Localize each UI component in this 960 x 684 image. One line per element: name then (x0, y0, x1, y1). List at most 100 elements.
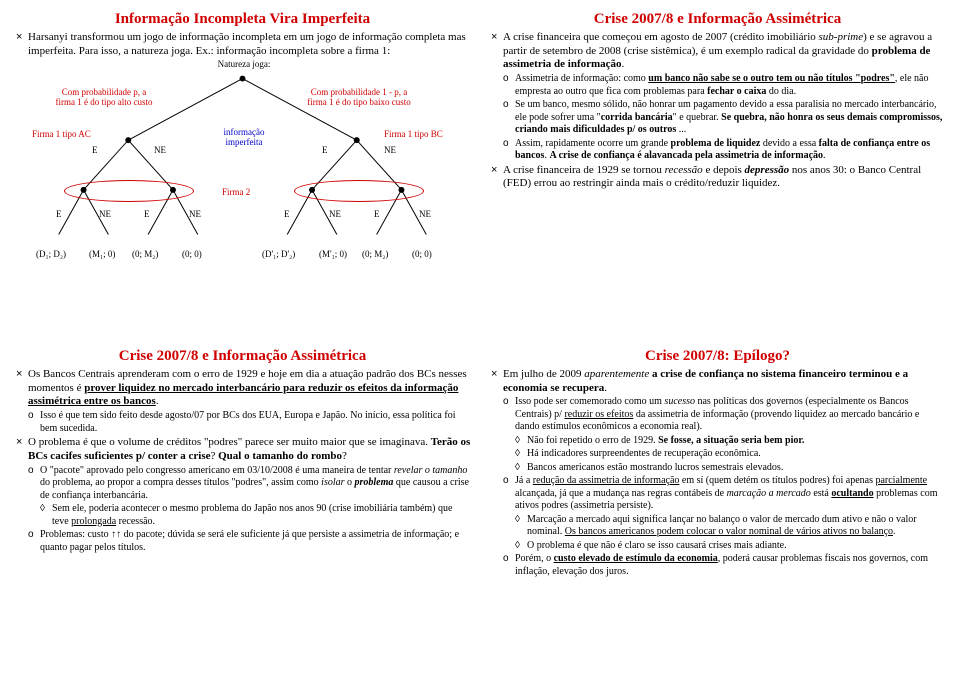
s2-o3c: devido a essa (760, 138, 818, 149)
l3-ne2: NE (189, 210, 201, 220)
s3-o2: O "pacote" aprovado pelo congresso ameri… (14, 465, 471, 503)
l3-e4: E (374, 210, 380, 220)
s4-d4c: . (893, 526, 896, 537)
s4-d4: Marcação a mercado aqui significa lançar… (489, 514, 946, 539)
s4-d3t: Bancos americanos estão mostrando lucros… (527, 462, 783, 473)
slide1-b1: Harsanyi transformou um jogo de informaç… (14, 31, 471, 59)
slide4-title: Crise 2007/8: Epílogo? (489, 347, 946, 366)
s3-o1: Isso é que tem sido feito desde agosto/0… (14, 410, 471, 435)
s4-o2a: Já a (515, 475, 533, 486)
slide1-b1-text: Harsanyi transformou um jogo de informaç… (28, 31, 466, 57)
s4-o1a: Isso pode ser comemorado como um (515, 396, 664, 407)
slide-3: Crise 2007/8 e Informação Assimétrica Os… (8, 345, 477, 676)
s4-o3a: Porém, o (515, 553, 554, 564)
s3-d1b: prolongada (71, 516, 116, 527)
s2-o1a: Assimetria de informação: como (515, 73, 648, 84)
s4-o3: Porém, o custo elevado de estímulo da ec… (489, 553, 946, 578)
slide3-title: Crise 2007/8 e Informação Assimétrica (14, 347, 471, 366)
s3-o2a: O "pacote" aprovado pelo congresso ameri… (40, 465, 394, 476)
s3-o2b: revelar o tamanho (394, 465, 468, 476)
s4-d4b: Os bancos americanos podem colocar o val… (565, 526, 893, 537)
s4-d2: Há indicadores surpreendentes de recuper… (489, 448, 946, 461)
E-r1: E (322, 146, 328, 156)
s3-d1: Sem ele, poderia acontecer o mesmo probl… (14, 503, 471, 528)
payoff1: (D₁; D₂) (36, 250, 66, 260)
slide-4: Crise 2007/8: Epílogo? Em julho de 2009 … (483, 345, 952, 676)
s3-o2f: problema (355, 477, 394, 488)
payoff8: (0; 0) (412, 250, 432, 260)
s3-b1b: prover liquidez no mercado interbancário… (28, 382, 458, 408)
l3-e2: E (144, 210, 150, 220)
s2-b1a: A crise financeira que começou em agosto… (503, 31, 819, 43)
s4-o1b: sucesso (664, 396, 695, 407)
f1bc: Firma 1 tipo BC (384, 130, 443, 140)
s3-o2c: do problema, ao propor a compra desses t… (40, 477, 321, 488)
s4-o3b: custo elevado de estímulo da economia (554, 553, 718, 564)
s4-b1: Em julho de 2009 aparentemente a crise d… (489, 368, 946, 396)
game-tree-diagram: Natureza joga: Com probabilidade p, a fi… (14, 60, 471, 270)
payoff3: (0; M₂) (132, 250, 158, 260)
l3-ne3: NE (329, 210, 341, 220)
firma2: Firma 2 (222, 188, 250, 198)
s2-b2c: e depois (703, 164, 745, 176)
s2-o3f: A crise de confiança é alavancada pela a… (549, 150, 823, 161)
s3-b2e: ? (342, 450, 347, 462)
E-l1: E (92, 146, 98, 156)
payoff5: (D'₁; D'₂) (262, 250, 295, 260)
s3-o2d: isolar (321, 477, 344, 488)
s3-b1: Os Bancos Centrais aprenderam com o erro… (14, 368, 471, 409)
l3-e1: E (56, 210, 62, 220)
s3-b2d: Qual o tamanho do rombo (218, 450, 342, 462)
prob-right: Com probabilidade 1 - p, a firma 1 é do … (289, 88, 429, 108)
prob-left: Com probabilidade p, a firma 1 é do tipo… (44, 88, 164, 108)
s4-b1b: aparentemente (584, 368, 649, 380)
s4-o2h: ocultando (831, 488, 873, 499)
payoff6: (M'₁; 0) (319, 250, 347, 260)
s2-o2: Se um banco, mesmo sólido, não honrar um… (489, 99, 946, 137)
s4-o2b: redução da assimetria de informação (533, 475, 680, 486)
s2-o3: Assim, rapidamente ocorre um grande prob… (489, 138, 946, 163)
slide2-title: Crise 2007/8 e Informação Assimétrica (489, 10, 946, 29)
l3-ne1: NE (99, 210, 111, 220)
NE-l1: NE (154, 146, 166, 156)
s3-b2a: O problema é que o volume de créditos "p… (28, 436, 431, 448)
s4-o2d: parcialmente (875, 475, 927, 486)
s4-o2c: em sí (quem detém os títulos podres) foi… (679, 475, 875, 486)
l3-ne4: NE (419, 210, 431, 220)
s3-o3t: Problemas: custo ↑↑ do pacote; dúvida se… (40, 529, 459, 553)
s2-o1d: fechar o caixa (707, 86, 766, 97)
s4-o2g: está (811, 488, 832, 499)
s4-o2: Já a redução da assimetria de informação… (489, 475, 946, 513)
s2-b1e: . (622, 58, 625, 70)
slide-1: Informação Incompleta Vira Imperfeita Ha… (8, 8, 477, 339)
s4-o1: Isso pode ser comemorado como um sucesso… (489, 396, 946, 434)
s2-o3b: problema de liquidez (671, 138, 761, 149)
s2-b2d: depressão (745, 164, 790, 176)
s4-o1d: reduzir os efeitos (564, 409, 633, 420)
s2-o1: Assimetria de informação: como um banco … (489, 73, 946, 98)
s4-d1: Não foi repetido o erro de 1929. Se foss… (489, 435, 946, 448)
slide1-title: Informação Incompleta Vira Imperfeita (14, 10, 471, 29)
s3-o3: Problemas: custo ↑↑ do pacote; dúvida se… (14, 529, 471, 554)
s4-d1a: Não foi repetido o erro de 1929. (527, 435, 658, 446)
s4-d5: O problema é que não é claro se isso cau… (489, 540, 946, 553)
s3-o1t: Isso é que tem sido feito desde agosto/0… (40, 410, 455, 434)
s2-o2b: corrida bancária (601, 112, 673, 123)
s4-d3: Bancos americanos estão mostrando lucros… (489, 462, 946, 475)
s2-o3a: Assim, rapidamente ocorre um grande (515, 138, 671, 149)
s3-b1c: . (156, 395, 159, 407)
nat-label: Natureza joga: (214, 60, 274, 70)
payoff7: (0; M₂) (362, 250, 388, 260)
s2-o2e: ... (676, 124, 686, 135)
s2-o2c: " e quebrar. (673, 112, 722, 123)
f1ac: Firma 1 tipo AC (32, 130, 91, 140)
payoff4: (0; 0) (182, 250, 202, 260)
s2-b2a: A crise financeira de 1929 se tornou (503, 164, 665, 176)
NE-r1: NE (384, 146, 396, 156)
s4-o2e: alcançada, já que a mudança nas regras c… (515, 488, 727, 499)
s3-d1c: recessão. (116, 516, 155, 527)
s2-b1: A crise financeira que começou em agosto… (489, 31, 946, 72)
s4-b1e: . (604, 382, 607, 394)
s4-d5t: O problema é que não é claro se isso cau… (527, 540, 787, 551)
s2-o1e: do dia. (766, 86, 796, 97)
